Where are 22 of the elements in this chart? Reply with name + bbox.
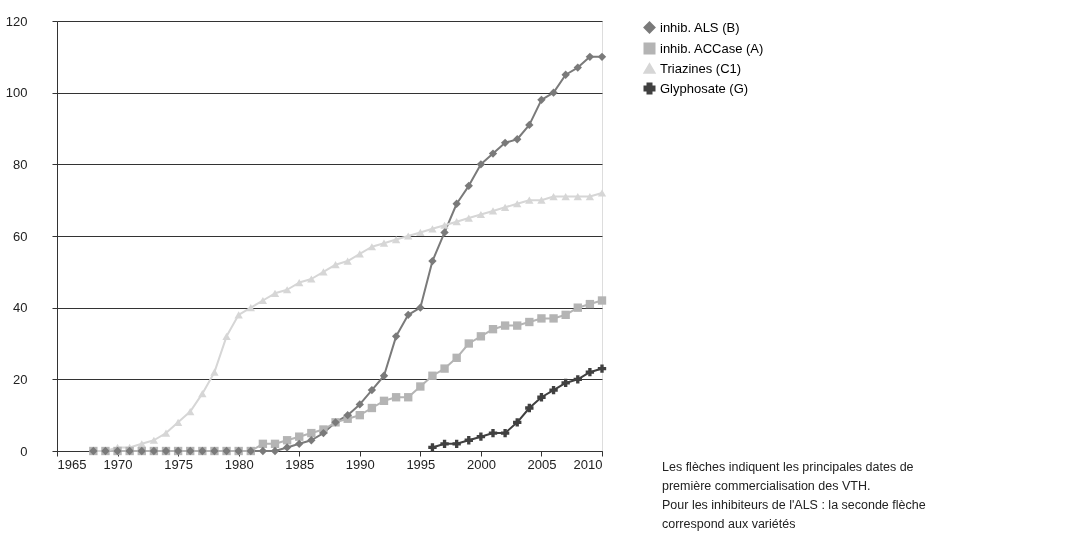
y-tick-label: 100: [5, 85, 28, 101]
x-tick-label: 1970: [103, 456, 133, 472]
legend-label: inhib. ALS (B): [660, 19, 740, 35]
x-tick-label: 1995: [406, 456, 436, 472]
text: Les flèches indiquent les principales dates de première commercialisation des VTH. Pour les inhibiteurs de l'ALS : la seconde flèche correspond aux variétés: [662, 460, 926, 531]
x-tick-label: 2005: [527, 456, 557, 472]
y-tick-label: 60: [13, 228, 28, 244]
y-tick-label: 120: [5, 13, 28, 29]
x-tick-label: 1985: [285, 456, 315, 472]
x-tick-label: 1975: [164, 456, 194, 472]
x-tick-label: 1990: [345, 456, 375, 472]
legend-label: Triazines (C1): [660, 60, 742, 76]
y-tick-label: 20: [13, 371, 28, 387]
legend-label: Glyphosate (G): [660, 80, 749, 96]
x-tick-label: 2010: [573, 456, 603, 472]
x-tick-label: 2000: [466, 456, 496, 472]
legend-label: inhib. ACCase (A): [660, 40, 764, 56]
x-tick-label: 1965: [57, 456, 87, 472]
y-tick-label: 40: [13, 300, 28, 316]
y-tick-label: 80: [13, 156, 28, 172]
y-tick-label: 0: [20, 443, 28, 459]
x-tick-label: 1980: [224, 456, 254, 472]
